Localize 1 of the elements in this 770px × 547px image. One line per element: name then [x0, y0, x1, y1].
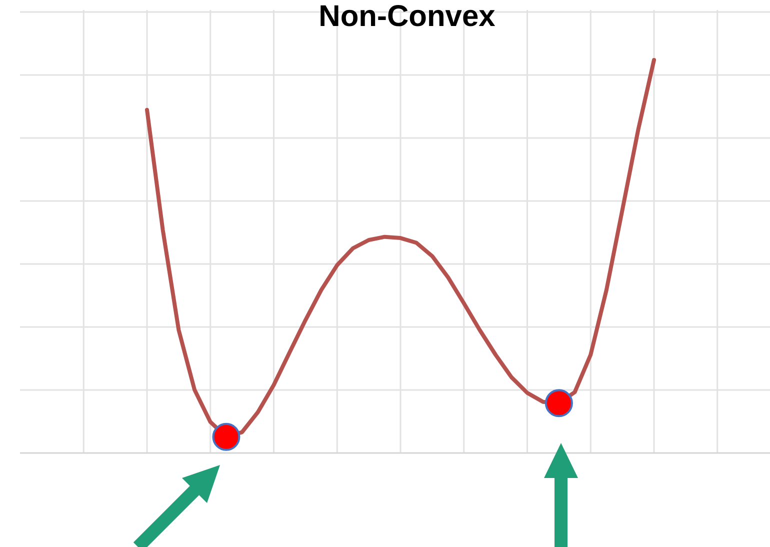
chart-title: Non-Convex — [318, 0, 496, 33]
